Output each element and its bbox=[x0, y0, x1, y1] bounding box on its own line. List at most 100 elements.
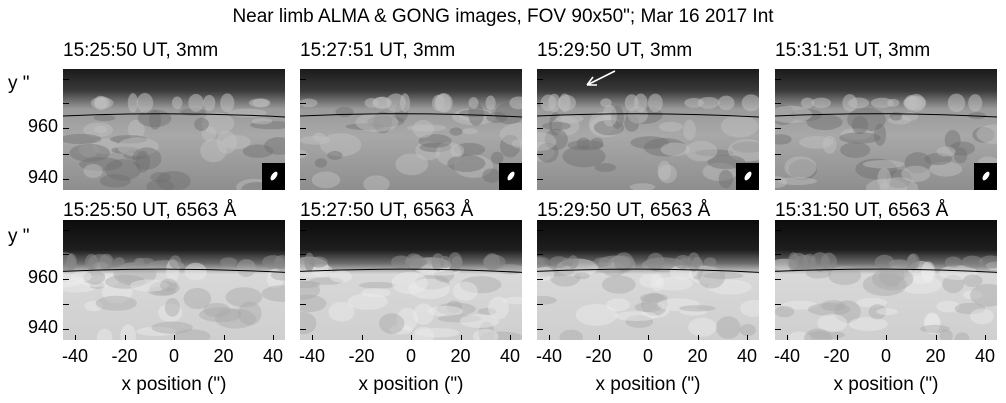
texture-blob bbox=[92, 138, 118, 155]
alma-image-panel bbox=[300, 69, 522, 190]
y-tick-mark bbox=[63, 179, 69, 181]
solar-image bbox=[537, 69, 759, 190]
y-tick-mark bbox=[775, 128, 781, 130]
texture-blob bbox=[183, 287, 212, 310]
texture-blob bbox=[319, 133, 362, 157]
x-tick-label: 0 bbox=[168, 346, 179, 366]
texture-blob bbox=[355, 113, 399, 132]
y-tick-mark bbox=[775, 102, 781, 104]
y-tick-mark bbox=[300, 304, 306, 305]
texture-blob bbox=[901, 165, 931, 183]
texture-blob bbox=[449, 127, 463, 136]
texture-blob bbox=[601, 275, 636, 294]
limb-feature bbox=[135, 257, 155, 267]
limb-feature bbox=[220, 93, 235, 113]
beam-ellipse-icon bbox=[507, 171, 515, 181]
limb-line bbox=[300, 113, 522, 118]
texture-blob bbox=[149, 281, 180, 295]
limb-feature bbox=[741, 94, 759, 112]
texture-blob bbox=[499, 134, 521, 158]
texture-blob bbox=[828, 265, 862, 285]
texture-blob bbox=[887, 115, 912, 125]
texture-blob bbox=[679, 305, 716, 312]
texture-blob bbox=[804, 328, 832, 340]
limb-feature bbox=[448, 252, 463, 272]
texture-blob bbox=[454, 142, 485, 157]
texture-blob bbox=[65, 277, 82, 285]
texture-blob bbox=[83, 122, 114, 138]
limb-feature bbox=[309, 256, 328, 268]
limb-feature bbox=[600, 98, 612, 108]
texture-blob bbox=[379, 313, 405, 334]
texture-blob bbox=[201, 126, 217, 142]
texture-blob bbox=[93, 125, 108, 134]
texture-blob bbox=[63, 273, 84, 288]
texture-blob bbox=[300, 294, 327, 313]
x-tick-label: -20 bbox=[823, 346, 850, 366]
limb-feature bbox=[679, 257, 690, 267]
texture-blob bbox=[924, 152, 953, 166]
y-tick-mark bbox=[775, 304, 781, 305]
limb-feature bbox=[613, 252, 634, 272]
x-tick-mark bbox=[411, 335, 412, 340]
limb-feature bbox=[961, 255, 984, 269]
x-tick-mark bbox=[75, 335, 76, 340]
texture-blob bbox=[300, 135, 331, 145]
texture-blob bbox=[412, 119, 434, 138]
texture-blob bbox=[625, 315, 654, 328]
texture-blob bbox=[840, 128, 873, 140]
y-tick-mark bbox=[775, 229, 781, 231]
limb-feature bbox=[687, 252, 701, 272]
limb-feature bbox=[364, 97, 379, 108]
texture-blob bbox=[461, 128, 479, 135]
texture-blob bbox=[680, 308, 708, 316]
texture-blob bbox=[415, 327, 460, 338]
x-tick-label: 40 bbox=[499, 346, 521, 366]
image-background bbox=[300, 69, 522, 190]
texture-blob bbox=[868, 304, 887, 320]
texture-blob bbox=[361, 288, 391, 298]
texture-blob bbox=[446, 300, 463, 313]
texture-blob bbox=[549, 267, 581, 287]
texture-blob bbox=[697, 265, 726, 289]
texture-blob bbox=[639, 293, 668, 303]
texture-blob bbox=[594, 163, 616, 172]
limb-feature bbox=[304, 252, 315, 272]
texture-blob bbox=[427, 305, 463, 317]
texture-blob bbox=[71, 271, 92, 282]
x-tick-label: -40 bbox=[535, 346, 562, 366]
texture-blob bbox=[83, 163, 103, 179]
texture-blob bbox=[511, 139, 522, 149]
x-tick-mark bbox=[460, 335, 462, 340]
texture-blob bbox=[641, 302, 670, 318]
limb-feature bbox=[113, 257, 125, 267]
texture-blob bbox=[300, 312, 317, 335]
x-tick-mark bbox=[697, 335, 699, 340]
texture-blob bbox=[720, 115, 759, 138]
texture-blob bbox=[740, 299, 759, 317]
x-tick-label: 0 bbox=[405, 346, 416, 366]
texture-blob bbox=[970, 308, 994, 325]
limb-feature bbox=[794, 254, 815, 270]
y-tick-mark bbox=[63, 304, 69, 305]
y-tick-mark bbox=[63, 253, 69, 255]
texture-blob bbox=[640, 292, 668, 316]
limb-feature bbox=[800, 97, 815, 109]
texture-blob bbox=[939, 265, 978, 281]
panel-title: 15:27:50 UT, 6563 Å bbox=[300, 200, 474, 221]
texture-blob bbox=[214, 308, 257, 329]
texture-blob bbox=[851, 116, 869, 135]
texture-blob bbox=[707, 154, 746, 170]
texture-blob bbox=[775, 104, 796, 125]
texture-blob bbox=[436, 302, 476, 316]
texture-blob bbox=[976, 124, 997, 145]
texture-blob bbox=[559, 329, 583, 340]
texture-blob bbox=[148, 110, 162, 130]
texture-blob bbox=[396, 307, 419, 331]
texture-blob bbox=[962, 290, 983, 300]
limb-feature bbox=[405, 253, 424, 271]
limb-feature bbox=[220, 257, 237, 267]
y-tick-mark bbox=[300, 78, 306, 80]
limb-feature bbox=[557, 94, 576, 111]
y-tick-mark bbox=[537, 329, 543, 331]
